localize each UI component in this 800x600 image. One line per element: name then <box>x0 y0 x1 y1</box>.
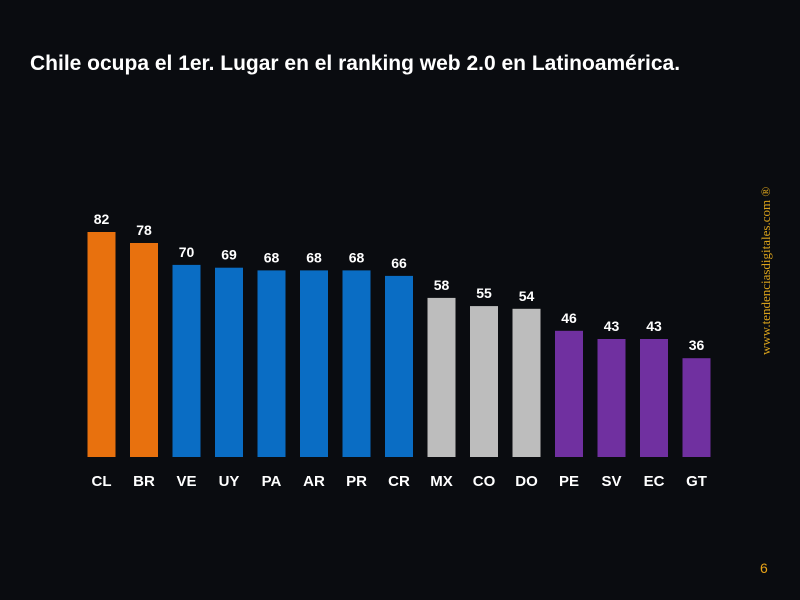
bar-ar <box>300 270 328 457</box>
category-label-pr: PR <box>346 473 367 490</box>
value-label-ar: 68 <box>306 249 322 265</box>
category-label-uy: UY <box>219 473 240 490</box>
bar-pa <box>257 270 286 457</box>
category-label-ve: VE <box>176 473 196 490</box>
value-label-gt: 36 <box>689 337 705 353</box>
value-label-do: 54 <box>519 288 535 304</box>
bar-mx <box>427 297 456 457</box>
bar-ec <box>640 339 668 457</box>
bar-pe <box>555 330 583 457</box>
value-label-cr: 66 <box>391 255 407 271</box>
value-label-sv: 43 <box>604 318 620 334</box>
category-label-mx: MX <box>430 473 453 490</box>
category-label-co: CO <box>473 473 496 490</box>
category-label-cr: CR <box>388 473 410 490</box>
bar-sv <box>597 339 626 457</box>
value-label-ec: 43 <box>646 318 662 334</box>
category-label-gt: GT <box>686 473 707 490</box>
watermark-url: www.tendenciasdigitales.com ® <box>758 186 773 355</box>
category-label-do: DO <box>515 473 538 490</box>
category-label-ar: AR <box>303 473 325 490</box>
page-number: 6 <box>760 560 768 576</box>
bar-ve <box>172 264 201 457</box>
bar-gt <box>682 358 711 457</box>
chart-title: Chile ocupa el 1er. Lugar en el ranking … <box>30 52 681 75</box>
bar-cl <box>87 232 116 457</box>
bar-pr <box>342 270 371 457</box>
value-label-co: 55 <box>476 285 492 301</box>
bar-uy <box>215 267 243 457</box>
category-label-ec: EC <box>644 473 665 490</box>
bar-br <box>130 243 158 457</box>
value-label-pe: 46 <box>561 310 577 326</box>
value-label-ve: 70 <box>179 244 195 260</box>
bar-co <box>470 306 498 457</box>
bar-do <box>512 308 541 457</box>
value-label-cl: 82 <box>94 211 110 227</box>
category-label-pe: PE <box>559 473 579 490</box>
value-label-br: 78 <box>136 222 152 238</box>
category-label-br: BR <box>133 473 155 490</box>
category-label-sv: SV <box>601 473 621 490</box>
value-label-pr: 68 <box>349 249 365 265</box>
bar-cr <box>385 275 413 457</box>
category-label-pa: PA <box>262 473 282 490</box>
value-label-uy: 69 <box>221 247 237 263</box>
value-label-pa: 68 <box>264 249 280 265</box>
value-label-mx: 58 <box>434 277 450 293</box>
category-label-cl: CL <box>92 473 112 490</box>
